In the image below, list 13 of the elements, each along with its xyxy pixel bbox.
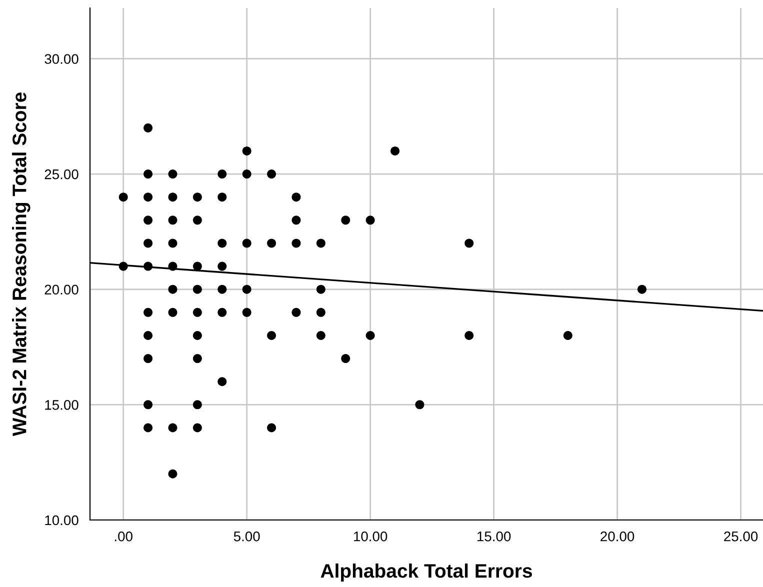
y-tick-label: 20.00 bbox=[44, 284, 78, 295]
x-tick-label: 20.00 bbox=[600, 531, 634, 542]
x-tick-label: .00 bbox=[114, 531, 132, 542]
y-tick-label: 10.00 bbox=[45, 515, 78, 526]
x-axis-title: Alphaback Total Errors bbox=[320, 564, 532, 582]
y-axis-title: WASI-2 Matrix Reasoning Total Score bbox=[12, 92, 30, 436]
x-tick-label: 5.00 bbox=[234, 531, 260, 542]
x-tick-label: 10.00 bbox=[354, 531, 388, 542]
x-tick-label: 15.00 bbox=[477, 531, 511, 542]
y-tick-label: 25.00 bbox=[44, 169, 78, 180]
y-tick-label: 15.00 bbox=[45, 400, 78, 410]
y-tick-label: 30.00 bbox=[44, 54, 78, 64]
x-tick-label: 25.00 bbox=[724, 531, 758, 542]
